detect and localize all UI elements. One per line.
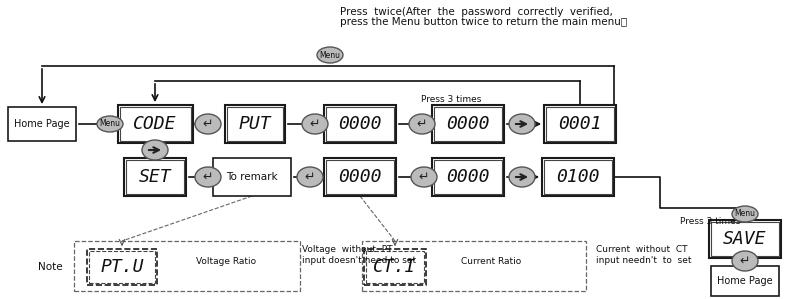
Text: 0000: 0000 xyxy=(446,115,490,133)
Text: ↵: ↵ xyxy=(740,254,750,268)
Text: press the Menu button twice to return the main menu）: press the Menu button twice to return th… xyxy=(340,17,627,27)
Text: SET: SET xyxy=(138,168,171,186)
Text: Press  twice(After  the  password  correctly  verified,: Press twice(After the password correctly… xyxy=(340,7,613,17)
Bar xyxy=(432,105,504,143)
Ellipse shape xyxy=(195,167,221,187)
Text: Menu: Menu xyxy=(319,51,341,60)
Text: ↵: ↵ xyxy=(202,170,214,184)
Text: Home Page: Home Page xyxy=(717,276,773,286)
Ellipse shape xyxy=(195,114,221,134)
Bar xyxy=(542,158,614,196)
Bar xyxy=(213,158,291,196)
Bar xyxy=(711,222,779,256)
Text: PUT: PUT xyxy=(238,115,271,133)
Bar xyxy=(544,160,612,194)
Text: 0000: 0000 xyxy=(338,168,382,186)
Text: 0100: 0100 xyxy=(556,168,600,186)
Text: Menu: Menu xyxy=(99,120,121,129)
Ellipse shape xyxy=(317,47,343,63)
Text: ↵: ↵ xyxy=(417,118,427,130)
Bar xyxy=(119,107,190,141)
Text: Menu: Menu xyxy=(734,210,755,219)
Bar xyxy=(126,160,184,194)
Ellipse shape xyxy=(509,167,535,187)
Text: ↵: ↵ xyxy=(418,170,430,184)
Ellipse shape xyxy=(732,206,758,222)
Text: 0000: 0000 xyxy=(446,168,490,186)
Ellipse shape xyxy=(732,251,758,271)
Ellipse shape xyxy=(97,116,123,132)
Text: CODE: CODE xyxy=(134,115,177,133)
Ellipse shape xyxy=(297,167,323,187)
Text: SAVE: SAVE xyxy=(723,230,766,248)
Ellipse shape xyxy=(409,114,435,134)
Bar xyxy=(709,220,781,258)
Bar xyxy=(544,105,616,143)
Bar xyxy=(225,105,285,143)
Bar xyxy=(362,241,586,291)
Text: To remark: To remark xyxy=(226,172,278,182)
Bar xyxy=(227,107,283,141)
Bar xyxy=(434,107,502,141)
Text: 0001: 0001 xyxy=(558,115,602,133)
Bar xyxy=(711,266,779,296)
Ellipse shape xyxy=(142,140,168,160)
Ellipse shape xyxy=(302,114,328,134)
Bar xyxy=(74,241,300,291)
Bar xyxy=(364,249,426,285)
Bar xyxy=(434,160,502,194)
Bar xyxy=(366,251,424,283)
Bar xyxy=(432,158,504,196)
Bar xyxy=(89,251,155,283)
Text: 0000: 0000 xyxy=(338,115,382,133)
Bar xyxy=(124,158,186,196)
Text: PT.U: PT.U xyxy=(100,258,144,276)
Text: CT.I: CT.I xyxy=(374,258,417,276)
Bar xyxy=(324,158,396,196)
Text: Current Ratio: Current Ratio xyxy=(461,257,522,266)
Text: ↵: ↵ xyxy=(310,118,320,130)
Bar xyxy=(326,160,394,194)
Bar xyxy=(324,105,396,143)
Text: Note: Note xyxy=(38,262,63,272)
Bar xyxy=(546,107,614,141)
Text: Voltage  without  PT
input doesn't need to set: Voltage without PT input doesn't need to… xyxy=(302,245,416,265)
Bar xyxy=(118,105,193,143)
Text: Voltage Ratio: Voltage Ratio xyxy=(196,257,256,266)
Bar xyxy=(326,107,394,141)
Ellipse shape xyxy=(509,114,535,134)
Bar xyxy=(8,107,76,141)
Text: ↵: ↵ xyxy=(305,170,315,184)
Text: Home Page: Home Page xyxy=(14,119,70,129)
Bar xyxy=(87,249,157,285)
Text: ↵: ↵ xyxy=(202,118,214,130)
Ellipse shape xyxy=(411,167,437,187)
Text: Current  without  CT
input needn't  to  set: Current without CT input needn't to set xyxy=(596,245,691,265)
Text: Press 3 times: Press 3 times xyxy=(421,94,482,103)
Text: Press 3 times: Press 3 times xyxy=(680,216,740,225)
